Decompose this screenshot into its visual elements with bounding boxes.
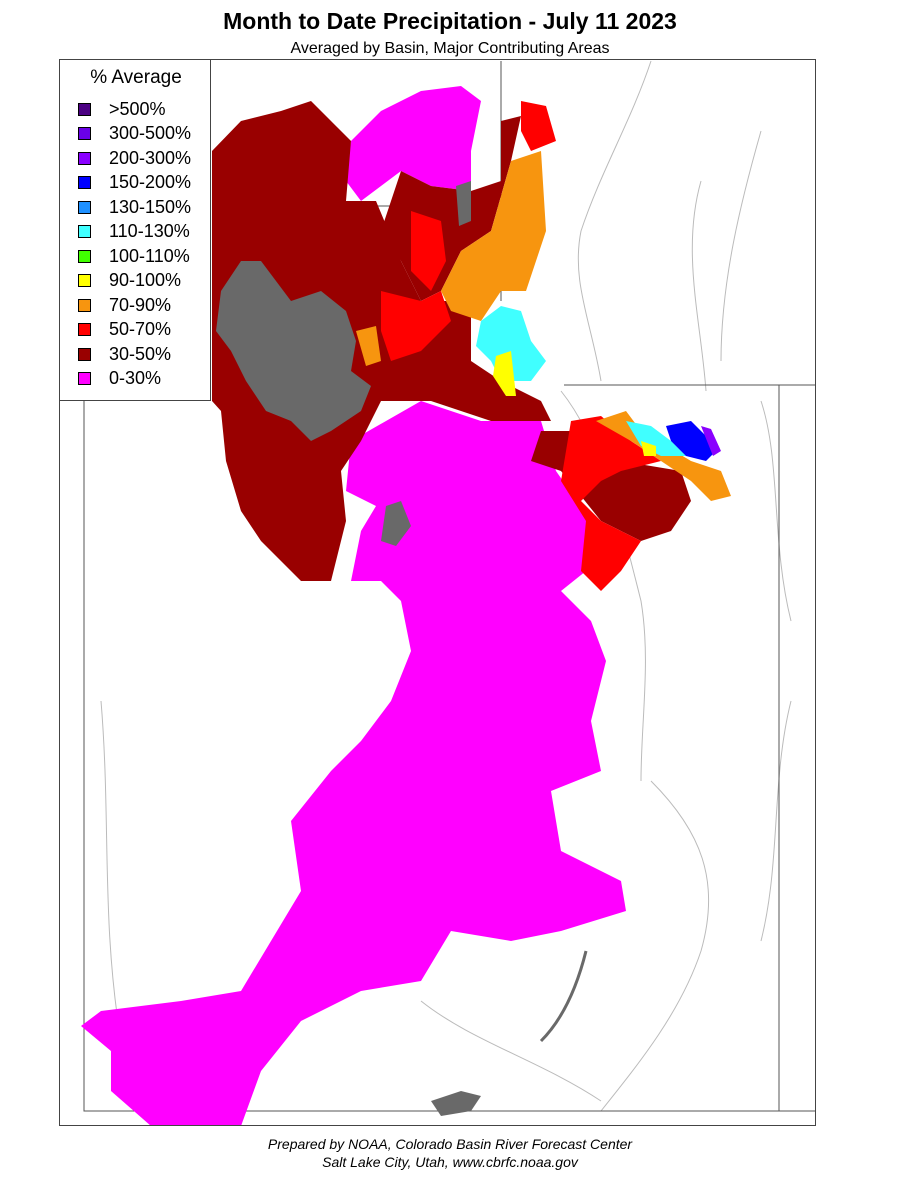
legend-label: 50-70%: [109, 319, 172, 339]
legend-item: 200-300%: [78, 148, 191, 168]
legend-swatch: [78, 127, 91, 140]
basin-50-70-central: [381, 291, 451, 361]
legend-label: 300-500%: [109, 123, 192, 143]
legend-swatch: [78, 298, 91, 312]
legend-swatch: [78, 249, 91, 263]
basin-50-70-center2: [411, 211, 446, 291]
legend-label: 70-90%: [109, 294, 172, 315]
legend-label: 110-130%: [109, 221, 190, 241]
legend-item: 130-150%: [78, 197, 191, 217]
legend-label: 130-150%: [109, 196, 192, 217]
legend-item: >500%: [78, 99, 166, 119]
basin-70-90-north: [441, 151, 546, 321]
legend-item: 110-130%: [78, 221, 190, 242]
basin-50-70-north: [521, 101, 556, 151]
legend-swatch: [78, 176, 91, 189]
basin-110-130-north: [476, 306, 546, 381]
map-subtitle: Averaged by Basin, Major Contributing Ar…: [290, 40, 610, 57]
map-title: Month to Date Precipitation - July 11 20…: [223, 8, 677, 34]
no-data-lake: [381, 501, 411, 546]
legend-swatch: [78, 151, 91, 165]
legend-swatch: [78, 347, 91, 361]
no-data-river: [539, 950, 588, 1043]
legend-title: % Average: [90, 67, 182, 88]
basin-90-100-east: [641, 441, 656, 456]
basin-150-200-east: [666, 421, 716, 461]
legend-swatch: [78, 225, 91, 238]
legend-label: 200-300%: [109, 147, 192, 168]
map-frame: [59, 59, 816, 1126]
basin-30-50-west: [212, 101, 551, 581]
legend-item: 100-110%: [78, 246, 190, 266]
legend-label: 100-110%: [109, 245, 190, 266]
basin-0-30-central: [81, 401, 626, 1125]
legend-swatch: [78, 372, 91, 385]
basin-50-70-east: [561, 416, 661, 591]
legend-label: 150-200%: [109, 172, 192, 192]
legend-swatch: [78, 274, 91, 287]
basin-90-100-north: [493, 351, 516, 396]
credit-line-2: Salt Lake City, Utah, www.cbrfc.noaa.gov: [322, 1154, 578, 1170]
legend-item: 300-500%: [78, 123, 192, 144]
legend-item: 90-100%: [78, 270, 182, 291]
no-data-west: [216, 261, 371, 441]
basin-110-130-east: [626, 421, 686, 456]
legend-swatch: [78, 102, 91, 116]
legend-item: 150-200%: [78, 172, 192, 193]
legend-swatch: [78, 323, 91, 336]
legend-label: 0-30%: [109, 368, 162, 388]
legend-item: 0-30%: [78, 368, 162, 389]
basin-0-30-north: [346, 86, 481, 201]
legend: % Average >500% 300-500% 200-300% 150-200% 1…: [59, 59, 211, 401]
legend-swatch: [78, 200, 91, 214]
basin-map: [81, 60, 815, 1125]
legend-item: 50-70%: [78, 319, 172, 340]
legend-item: 30-50%: [78, 344, 171, 364]
legend-label: 30-50%: [109, 343, 172, 364]
no-data-reservoir: [431, 1091, 481, 1116]
credit-line-1: Prepared by NOAA, Colorado Basin River F…: [267, 1136, 633, 1152]
basin-200-300-east: [701, 426, 721, 456]
basin-70-90-west: [356, 326, 381, 366]
legend-label: 90-100%: [109, 270, 182, 290]
no-data-north: [456, 181, 471, 226]
legend-item: 70-90%: [78, 295, 171, 315]
legend-label: >500%: [109, 98, 166, 119]
